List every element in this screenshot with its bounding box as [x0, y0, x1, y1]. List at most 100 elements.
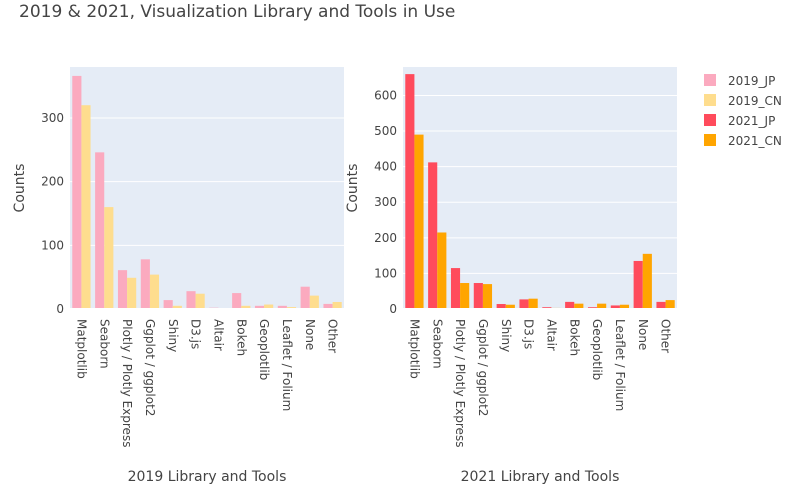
bar-2019_JP-10[interactable] [300, 286, 310, 309]
y-tick-label: 0 [389, 302, 397, 316]
legend-label: 2021_CN [728, 134, 782, 148]
bar-2019_JP-3[interactable] [140, 259, 150, 309]
x-tick-label: Leaflet / Folium [613, 319, 627, 411]
legend-label: 2019_CN [728, 94, 782, 108]
bar-2019_CN-4[interactable] [172, 305, 182, 309]
y-tick-label: 400 [374, 160, 397, 174]
x-tick-label: Altair [544, 319, 558, 351]
x-tick-label: Bokeh [567, 319, 581, 356]
x-tick-label: Plotly / Plotly Express [453, 319, 467, 447]
bar-2021_JP-4[interactable] [496, 304, 506, 309]
y-tick-label: 300 [41, 111, 64, 125]
bar-2021_CN-1[interactable] [437, 232, 447, 309]
bar-2021_CN-4[interactable] [505, 304, 515, 309]
bar-2021_JP-11[interactable] [656, 301, 666, 309]
bar-2021_JP-0[interactable] [405, 74, 415, 309]
x-tick-label: Ggplot / ggplot2 [476, 319, 490, 416]
x-tick-label: D3.js [522, 319, 536, 349]
bar-2019_JP-8[interactable] [254, 305, 265, 309]
bar-2021_CN-10[interactable] [642, 253, 652, 309]
bar-2021_JP-3[interactable] [473, 283, 483, 309]
x-tick-label: Leaflet / Folium [280, 319, 294, 411]
legend-item-2021_JP[interactable]: 2021_JP [704, 114, 775, 128]
bar-2019_CN-3[interactable] [149, 274, 160, 309]
bar-2021_CN-9[interactable] [619, 304, 630, 309]
x-tick-label: None [303, 319, 317, 350]
y-axis-title: Counts [12, 164, 28, 213]
bar-2021_JP-10[interactable] [633, 260, 643, 309]
legend[interactable]: 2019_JP 2019_CN 2021_JP 2021_CN [704, 74, 782, 148]
x-tick-label: Geoplotlib [590, 319, 604, 380]
bar-2019_CN-0[interactable] [81, 105, 91, 309]
y-tick-label: 300 [374, 195, 397, 209]
x-tick-label: Other [659, 319, 673, 353]
legend-swatch [704, 94, 716, 106]
y-tick-label: 500 [374, 124, 397, 138]
legend-swatch [704, 114, 716, 126]
bar-2019_JP-0[interactable] [72, 75, 82, 309]
x-axis-title: 2019 Library and Tools [128, 469, 287, 485]
y-tick-label: 200 [41, 175, 64, 189]
x-tick-label: Ggplot / ggplot2 [143, 319, 157, 416]
y-tick-label: 600 [374, 88, 397, 102]
bar-2019_JP-11[interactable] [323, 303, 333, 309]
bar-2021_CN-3[interactable] [482, 284, 493, 309]
chart-title: 2019 & 2021, Visualization Library and T… [19, 2, 455, 22]
legend-label: 2019_JP [728, 74, 775, 88]
x-tick-label: Plotly / Plotly Express [120, 319, 134, 447]
bar-2021_CN-5[interactable] [528, 298, 538, 309]
y-axis-title: Counts [345, 164, 361, 213]
bar-2021_CN-7[interactable] [574, 303, 584, 309]
legend-label: 2021_JP [728, 114, 775, 128]
bar-2019_CN-8[interactable] [264, 304, 274, 309]
x-axis-title: 2021 Library and Tools [461, 469, 620, 485]
plot-area [403, 67, 677, 309]
bar-2021_CN-2[interactable] [460, 283, 470, 309]
bar-2021_JP-5[interactable] [519, 299, 529, 309]
subplot-2021: 0 100 200 300 400 500 600 Matplotlib Seaborn Plot… [345, 67, 677, 485]
y-tick-label: 200 [374, 231, 397, 245]
bar-2019_CN-1[interactable] [104, 207, 114, 309]
bar-2019_JP-1[interactable] [95, 152, 105, 309]
bar-2021_CN-8[interactable] [597, 303, 607, 309]
x-tick-label: Seaborn [97, 319, 111, 369]
bar-2021_JP-2[interactable] [450, 268, 461, 309]
bar-2019_JP-9[interactable] [277, 305, 287, 309]
legend-swatch [704, 74, 716, 86]
bar-2019_JP-4[interactable] [163, 300, 173, 309]
y-tick-label: 0 [56, 302, 64, 316]
legend-swatch [704, 134, 716, 146]
x-tick-label: Matplotlib [407, 319, 421, 379]
plot-area [70, 67, 344, 309]
x-tick-label: Shiny [166, 319, 180, 352]
x-tick-label: None [636, 319, 650, 350]
legend-item-2019_JP[interactable]: 2019_JP [704, 74, 775, 88]
bar-2019_JP-2[interactable] [117, 270, 128, 309]
y-tick-label: 100 [41, 238, 64, 252]
bar-2021_JP-7[interactable] [565, 301, 575, 309]
x-tick-label: Bokeh [234, 319, 248, 356]
bar-2019_CN-10[interactable] [309, 295, 319, 309]
x-tick-label: Other [326, 319, 340, 353]
bar-2019_CN-7[interactable] [241, 305, 251, 309]
legend-item-2019_CN[interactable]: 2019_CN [704, 94, 782, 108]
bar-2021_JP-9[interactable] [610, 305, 620, 309]
y-tick-label: 100 [374, 266, 397, 280]
x-tick-label: Shiny [499, 319, 513, 352]
x-tick-label: D3.js [189, 319, 203, 349]
bar-2019_CN-2[interactable] [127, 277, 137, 309]
x-tick-label: Matplotlib [74, 319, 88, 379]
x-tick-label: Altair [211, 319, 225, 351]
legend-item-2021_CN[interactable]: 2021_CN [704, 134, 782, 148]
bar-2021_JP-1[interactable] [428, 162, 438, 309]
bar-2021_CN-11[interactable] [665, 300, 675, 309]
x-tick-label: Geoplotlib [257, 319, 271, 380]
subplot-2019: 0 100 200 300 Matplotlib Seaborn Plotly / Plot… [12, 67, 344, 485]
bar-2019_JP-5[interactable] [186, 291, 196, 309]
bar-2019_CN-11[interactable] [332, 301, 342, 309]
bar-2019_CN-5[interactable] [195, 293, 205, 309]
bar-2019_JP-7[interactable] [232, 293, 242, 309]
bar-2021_CN-0[interactable] [414, 134, 424, 309]
